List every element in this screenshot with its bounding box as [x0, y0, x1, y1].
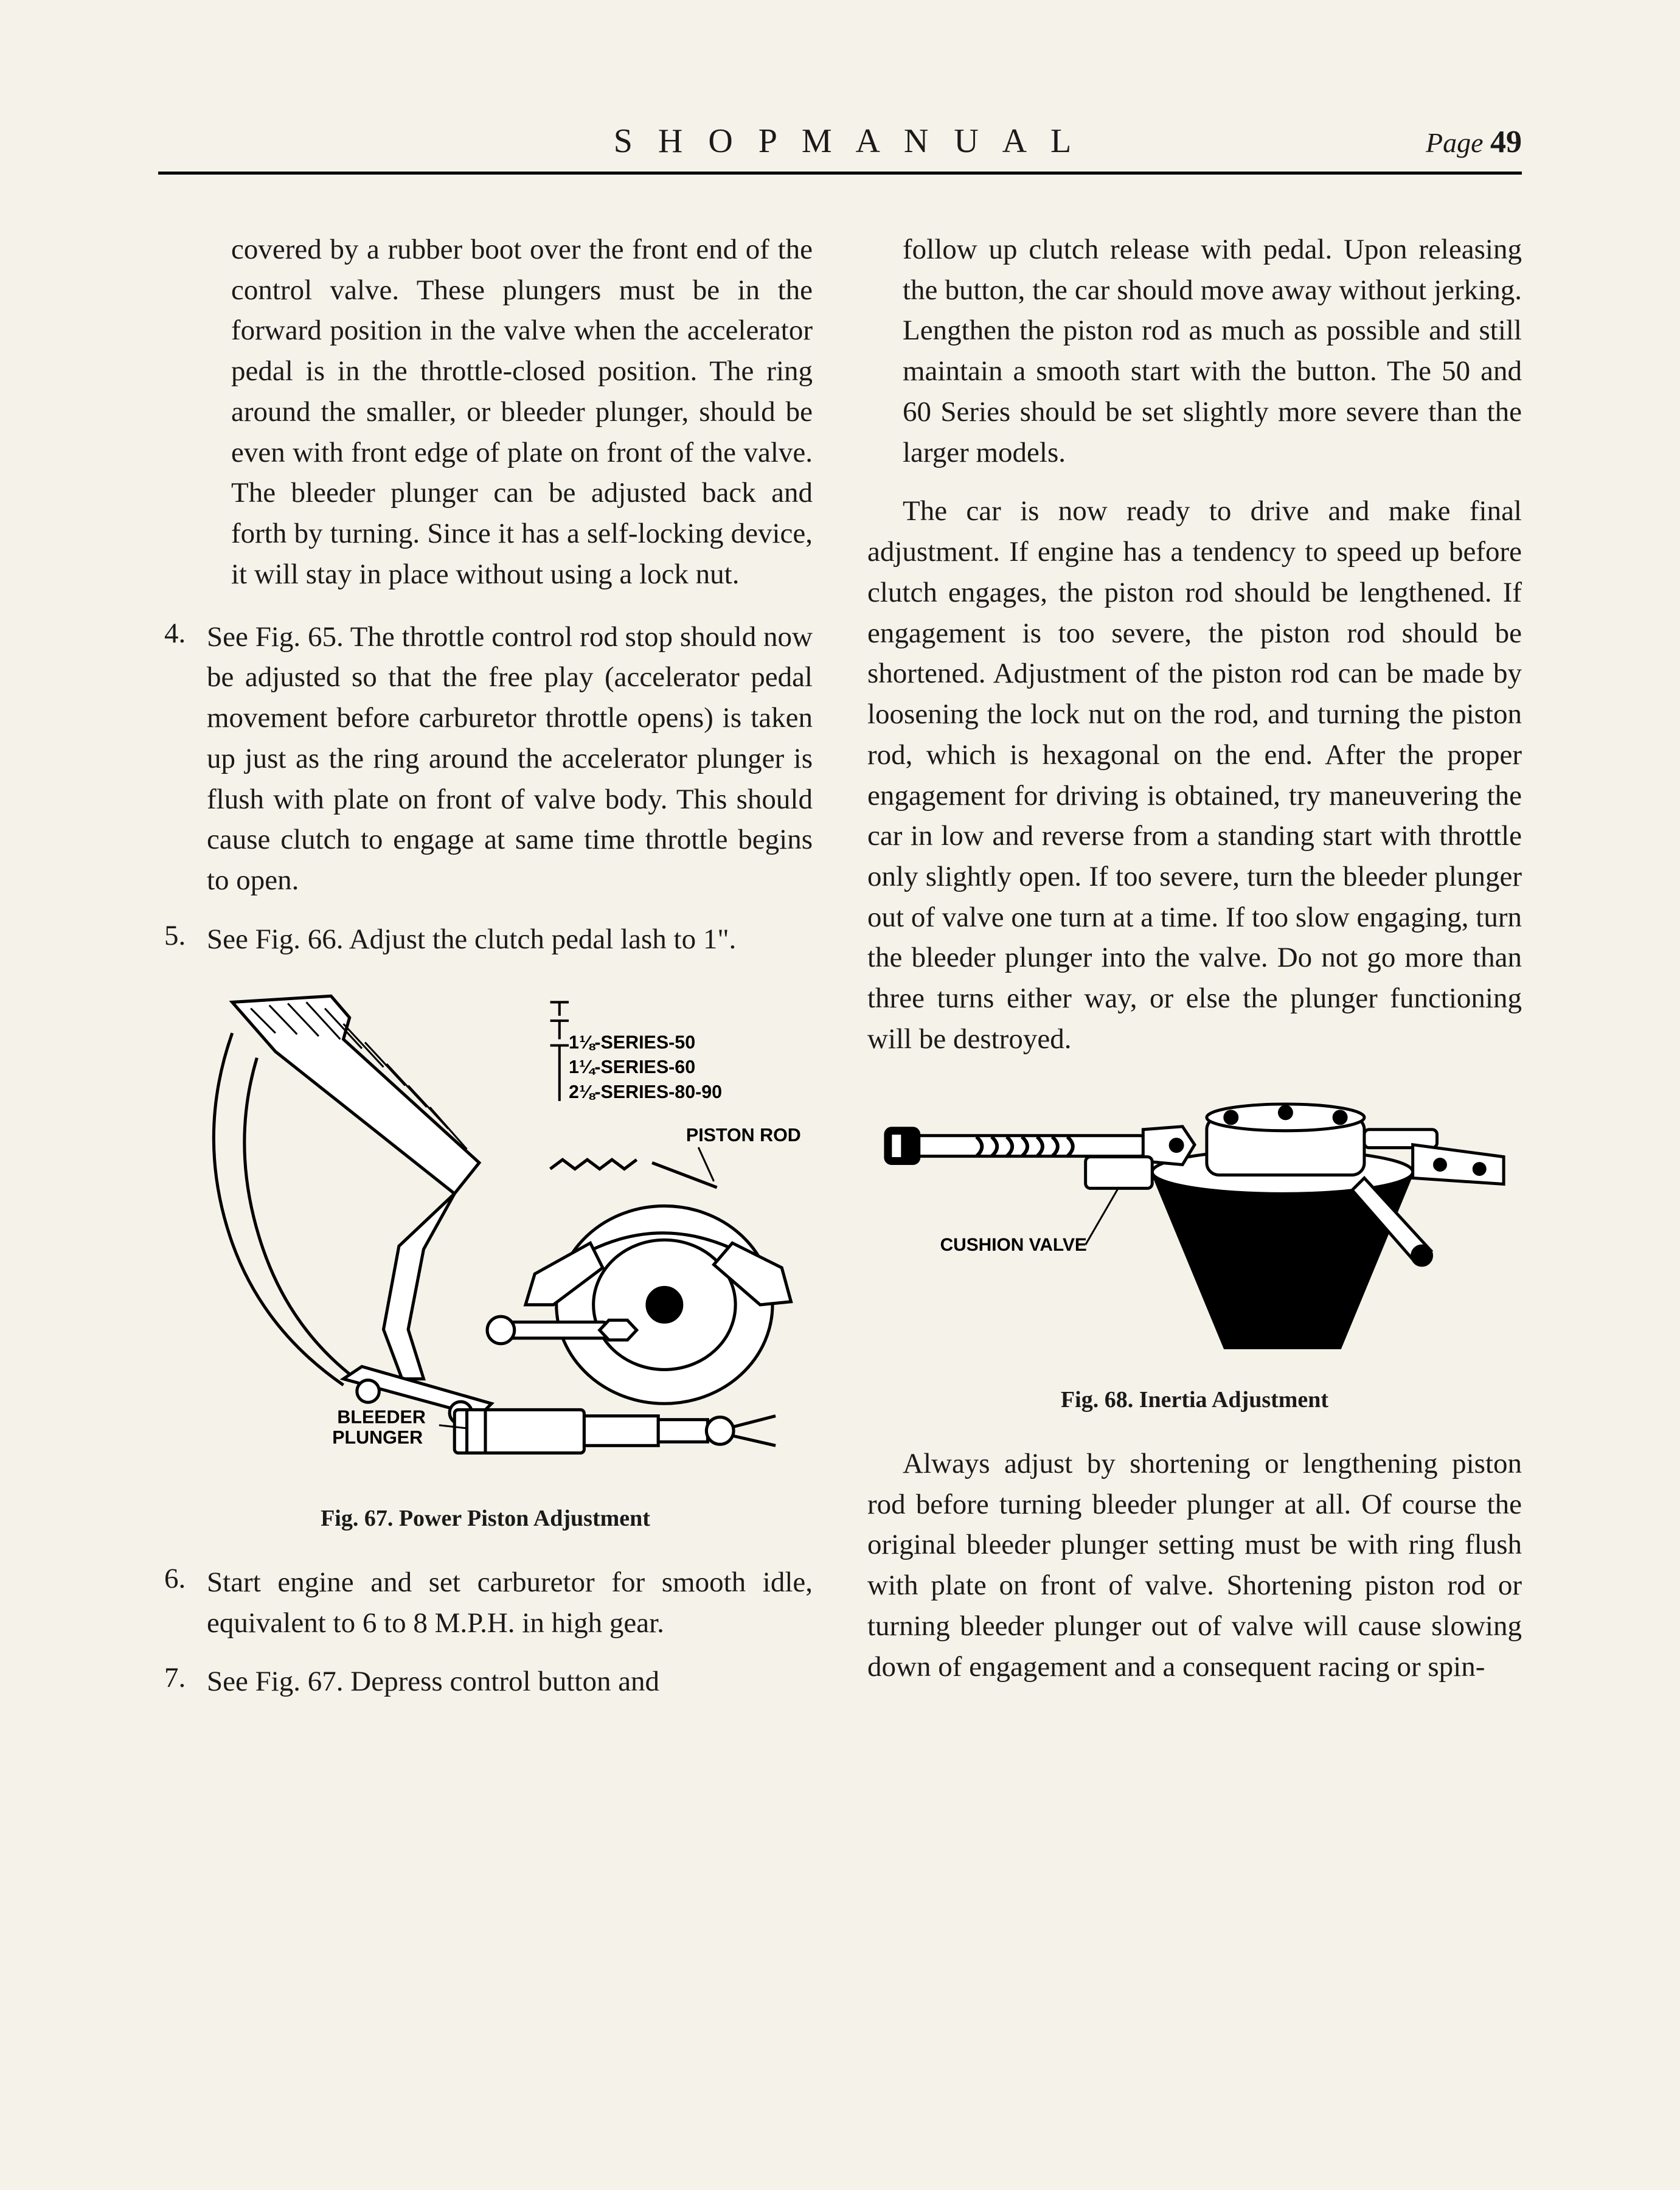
list-number: 7. — [158, 1661, 207, 1702]
manual-page: S H O P M A N U A L Page 49 covered by a… — [0, 0, 1680, 2190]
list-number: 6. — [158, 1562, 207, 1643]
figure-68-caption: Fig. 68. Inertia Adjustment — [867, 1386, 1522, 1413]
two-column-body: covered by a rubber boot over the front … — [158, 229, 1522, 1720]
continued-paragraph-block: covered by a rubber boot over the front … — [231, 229, 813, 595]
left-column: covered by a rubber boot over the front … — [158, 229, 813, 1720]
continued-paragraph-block: follow up clutch release with pedal. Upo… — [867, 229, 1522, 473]
page-number: Page 49 — [1426, 124, 1522, 160]
header-title: S H O P M A N U A L — [158, 122, 1426, 161]
figure-67-art: 1⅛-SERIES-50 1¼-SERIES-60 2⅛-SERIES-80-9… — [158, 984, 813, 1490]
body-paragraph: Always adjust by shortening or lengtheni… — [867, 1444, 1522, 1687]
page-header: S H O P M A N U A L Page 49 — [158, 122, 1522, 175]
fig67-label-series50: 1⅛-SERIES-50 — [569, 1032, 695, 1053]
list-item: 5. See Fig. 66. Adjust the clutch pedal … — [158, 919, 813, 960]
fig67-label-plunger: PLUNGER — [332, 1428, 423, 1448]
figure-67-caption: Fig. 67. Power Piston Adjustment — [158, 1505, 813, 1532]
page-number-value: 49 — [1490, 125, 1522, 159]
power-piston-svg: 1⅛-SERIES-50 1¼-SERIES-60 2⅛-SERIES-80-9… — [158, 984, 813, 1490]
list-number: 5. — [158, 919, 207, 960]
list-text: See Fig. 67. Depress control button and — [207, 1661, 813, 1702]
body-paragraph: The car is now ready to drive and make f… — [867, 491, 1522, 1059]
procedure-list-a: 4. See Fig. 65. The throttle control rod… — [158, 617, 813, 960]
fig67-label-series60: 1¼-SERIES-60 — [569, 1057, 695, 1078]
procedure-list-b: 6. Start engine and set carburetor for s… — [158, 1562, 813, 1702]
list-text: See Fig. 65. The throttle control rod st… — [207, 617, 813, 901]
inertia-adjustment-svg: CUSHION VALVE — [867, 1093, 1522, 1372]
fig67-label-bleeder: BLEEDER — [337, 1407, 425, 1428]
page-label: Page — [1426, 127, 1484, 158]
list-text: See Fig. 66. Adjust the clutch pedal las… — [207, 919, 813, 960]
fig68-label-cushion-valve: CUSHION VALVE — [940, 1235, 1087, 1255]
list-item: 7. See Fig. 67. Depress control button a… — [158, 1661, 813, 1702]
fig67-label-series8090: 2⅛-SERIES-80-90 — [569, 1082, 722, 1102]
list-text: Start engine and set carburetor for smoo… — [207, 1562, 813, 1643]
figure-68: CUSHION VALVE Fig. 68. Inertia Adjustmen… — [867, 1093, 1522, 1413]
list-item: 4. See Fig. 65. The throttle control rod… — [158, 617, 813, 901]
figure-68-art: CUSHION VALVE — [867, 1093, 1522, 1372]
list-number: 4. — [158, 617, 207, 901]
figure-67: 1⅛-SERIES-50 1¼-SERIES-60 2⅛-SERIES-80-9… — [158, 984, 813, 1531]
right-column: follow up clutch release with pedal. Upo… — [867, 229, 1522, 1720]
continued-paragraph: follow up clutch release with pedal. Upo… — [867, 229, 1522, 473]
continued-paragraph: covered by a rubber boot over the front … — [231, 229, 813, 595]
list-item: 6. Start engine and set carburetor for s… — [158, 1562, 813, 1643]
fig67-label-pistonrod: PISTON ROD — [686, 1125, 801, 1145]
